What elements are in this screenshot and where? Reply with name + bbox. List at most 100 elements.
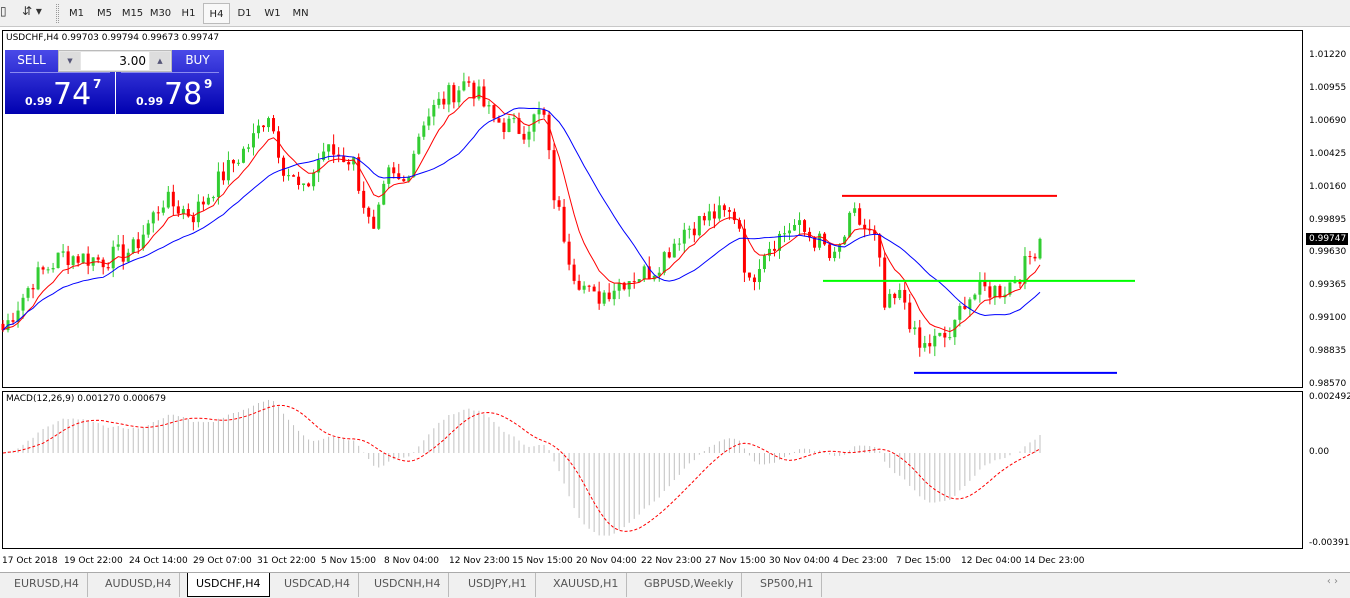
tab-sp500-h1[interactable]: SP500,H1 [752, 573, 823, 597]
one-click-trading-panel: SELL 0.99 74 7 BUY 0.99 78 9 ▼ 3.00 ▲ [5, 50, 224, 114]
candle-body [642, 266, 646, 280]
candle-body [141, 234, 145, 249]
candle-body [472, 82, 476, 99]
candle-body [272, 118, 276, 132]
candle-body [392, 167, 396, 174]
candle-body [211, 197, 215, 199]
candle-body [762, 255, 766, 270]
candle-body [76, 256, 80, 263]
candle-body [517, 118, 521, 134]
timeframe-h1[interactable]: H1 [181, 8, 196, 19]
timeframe-m1[interactable]: M1 [69, 8, 84, 19]
timeframe-w1[interactable]: W1 [264, 8, 281, 19]
candle-body [983, 280, 987, 287]
candle-body [151, 212, 155, 224]
candle-body [878, 234, 882, 258]
lot-size-input[interactable]: 3.00 [81, 52, 149, 70]
candle-body [457, 90, 461, 103]
tab-xauusd-h1[interactable]: XAUUSD,H1 [545, 573, 628, 597]
tab-audusd-h4[interactable]: AUDUSD,H4 [97, 573, 181, 597]
timeframe-mn[interactable]: MN [292, 8, 309, 19]
candle-body [201, 201, 205, 205]
candle-body [592, 286, 596, 292]
candle-body [236, 162, 240, 164]
tab-gbpusd-weekly[interactable]: GBPUSD,Weekly [636, 573, 743, 597]
candle-body [637, 279, 641, 283]
timeframe-m15[interactable]: M15 [121, 8, 144, 19]
tab-usdjpy-h1[interactable]: USDJPY,H1 [460, 573, 536, 597]
candle-body [672, 243, 676, 258]
candle-body [221, 171, 225, 181]
candle-body [677, 243, 681, 245]
candle-body [447, 85, 451, 105]
candle-body [357, 157, 361, 191]
timeframe-d1[interactable]: D1 [237, 8, 252, 19]
candle-body [492, 105, 496, 119]
price-chart[interactable] [2, 30, 1303, 388]
candle-body [798, 220, 802, 225]
candle-body [477, 86, 481, 99]
candle-body [843, 236, 847, 245]
timeframe-m30[interactable]: M30 [149, 8, 172, 19]
tab-usdchf-h4[interactable]: USDCHF,H4 [187, 573, 270, 597]
candle-body [256, 125, 260, 134]
tab-eurusd-h4[interactable]: EURUSD,H4 [6, 573, 88, 597]
candle-body [61, 251, 65, 253]
candle-body [607, 292, 611, 300]
candle-body [838, 244, 842, 252]
timeframe-m5[interactable]: M5 [97, 8, 112, 19]
candle-body [487, 105, 491, 107]
lot-increase-button[interactable]: ▲ [150, 52, 170, 70]
candle-body [772, 248, 776, 251]
crosshair-icon[interactable]: ▯ [0, 4, 7, 18]
macd-axis-label: -0.003913 [1309, 538, 1350, 548]
macd-axis-label: 0.00 [1309, 447, 1330, 457]
buy-price-fraction: 9 [204, 77, 213, 91]
candle-body [933, 335, 937, 347]
candle-body [788, 230, 792, 234]
candle-body [727, 210, 731, 212]
candle-body [833, 251, 837, 259]
candle-body [923, 343, 927, 348]
candle-body [161, 207, 165, 213]
time-label: 22 Nov 23:00 [641, 556, 702, 566]
candle-body [277, 131, 281, 158]
candle-body [146, 223, 150, 235]
time-label: 30 Nov 04:00 [769, 556, 830, 566]
candle-body [998, 285, 1002, 298]
candle-body [121, 244, 125, 262]
time-label: 24 Oct 14:00 [129, 556, 188, 566]
candle-body [1023, 256, 1027, 284]
candle-body [958, 305, 962, 320]
candle-body [226, 160, 230, 181]
candle-body [297, 176, 301, 185]
tab-usdcad-h4[interactable]: USDCAD,H4 [276, 573, 359, 597]
candle-body [462, 81, 466, 91]
price-label: 1.00425 [1309, 148, 1347, 159]
time-label: 4 Dec 23:00 [833, 556, 888, 566]
candle-body [427, 116, 431, 126]
tab-scroll-arrows[interactable]: ‹ › [1326, 576, 1338, 587]
candle-body [86, 253, 90, 266]
candle-body [407, 176, 411, 182]
time-label: 31 Oct 22:00 [257, 556, 316, 566]
candle-body [702, 216, 706, 221]
buy-label: BUY [185, 53, 210, 67]
candle-body [186, 209, 190, 217]
timeframe-h4[interactable]: H4 [203, 3, 230, 24]
tab-usdcnh-h4[interactable]: USDCNH,H4 [366, 573, 450, 597]
chart-tools-icon[interactable]: ⇵ ▾ [22, 4, 42, 18]
macd-pane[interactable] [2, 391, 1303, 549]
candle-body [853, 208, 857, 213]
macd-label: MACD(12,26,9) 0.001270 0.000679 [6, 394, 166, 404]
time-label: 27 Nov 15:00 [705, 556, 766, 566]
candle-body [898, 289, 902, 299]
candle-body [537, 109, 541, 115]
candle-body [51, 267, 55, 270]
candle-body [863, 224, 867, 229]
candle-body [662, 252, 666, 273]
price-label: 0.99100 [1309, 313, 1347, 324]
buy-button[interactable]: BUY 0.99 78 9 [116, 50, 224, 114]
lot-decrease-button[interactable]: ▼ [60, 52, 80, 70]
